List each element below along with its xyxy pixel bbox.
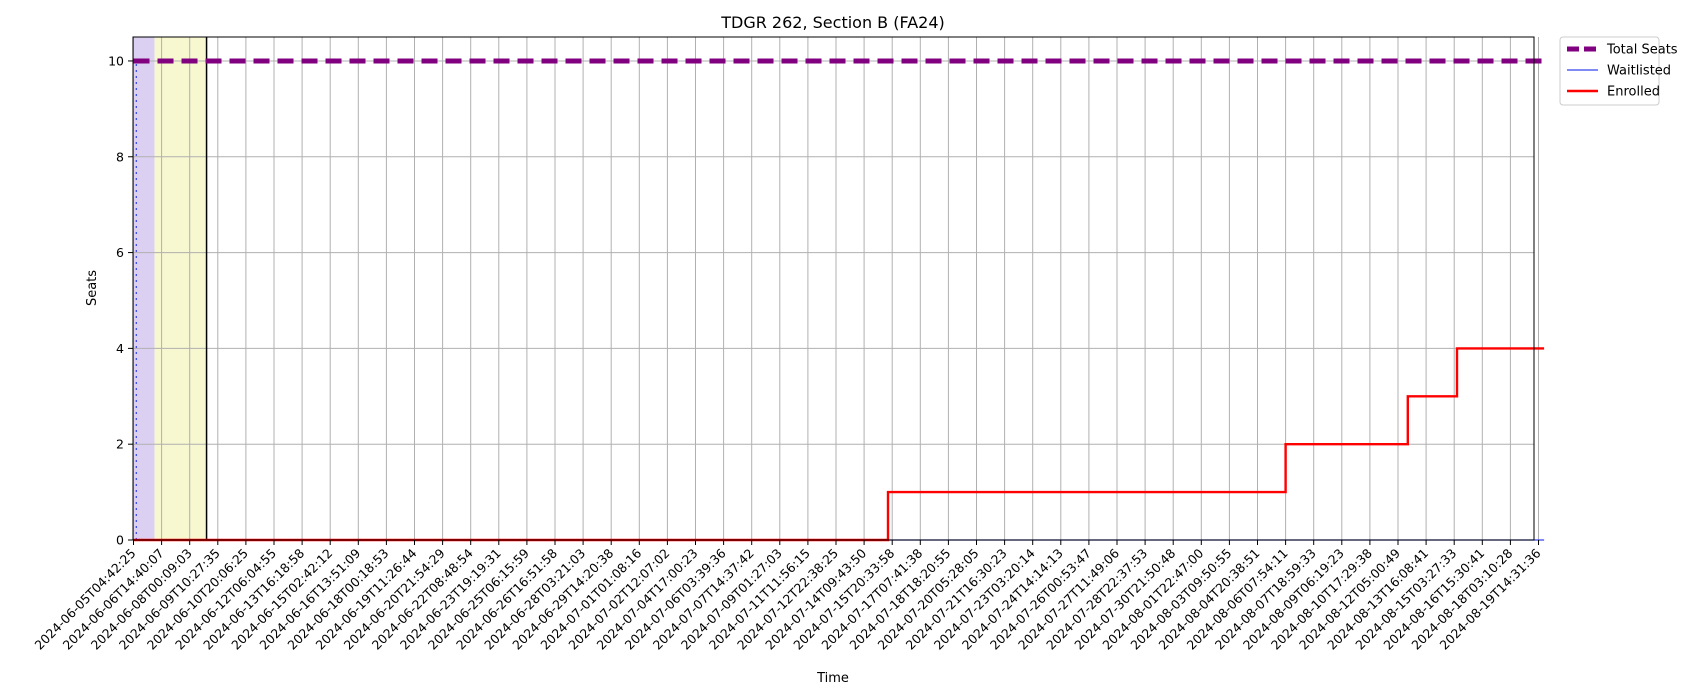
shaded-region-0 [133, 37, 155, 540]
shaded-regions [133, 37, 207, 540]
legend-entry-total-seats: Total Seats [1606, 43, 1678, 58]
y-axis-label: Seats [85, 270, 100, 306]
chart-title: TDGR 262, Section B (FA24) [720, 13, 945, 32]
shaded-region-1 [154, 37, 207, 540]
y-tick-label: 10 [108, 53, 124, 68]
y-tick-label: 0 [116, 533, 124, 548]
x-axis-ticks: 2024-06-05T04:42:252024-06-06T14:40:0720… [32, 540, 1544, 653]
x-axis-label: Time [816, 671, 849, 686]
legend-box [1559, 36, 1660, 106]
y-axis-ticks: 0 2 4 6 8 10 [108, 53, 133, 548]
y-tick-label: 4 [116, 341, 124, 356]
plot-frame [132, 36, 1535, 541]
legend: Total Seats Waitlisted Enrolled [1559, 36, 1678, 106]
legend-entry-waitlisted: Waitlisted [1607, 64, 1671, 79]
grid-lines [133, 37, 1539, 541]
legend-entry-enrolled: Enrolled [1607, 85, 1660, 100]
y-tick-label: 6 [116, 245, 124, 260]
series-line-enrolled [133, 347, 1545, 542]
series-lines [133, 58, 1545, 542]
y-tick-label: 2 [116, 437, 124, 452]
y-tick-label: 8 [116, 149, 124, 164]
